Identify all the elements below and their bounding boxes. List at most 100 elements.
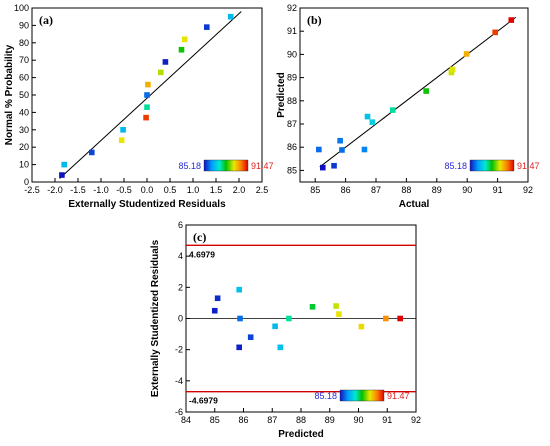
data-point xyxy=(449,66,456,73)
y-tick-label: 30 xyxy=(19,125,29,135)
colorbar-max-label: 91.47 xyxy=(387,391,410,401)
colorbar-min-label: 85.18 xyxy=(178,161,201,171)
data-point xyxy=(236,286,242,293)
chart-panel-1: -2.5 -2.0 -1.5 -1.0 -0.5 0.0 0.5 1.0 1.5 2.0 2.5 0 1… xyxy=(4,3,274,210)
data-point xyxy=(358,323,365,330)
x-tick-label: 86 xyxy=(238,415,248,425)
data-point xyxy=(162,59,169,65)
y-tick-label: -4 xyxy=(175,376,183,386)
limit-label: 4.6979 xyxy=(189,249,215,259)
data-point xyxy=(144,92,150,98)
x-tick-label: 0.0 xyxy=(141,185,154,195)
panel-label: (a) xyxy=(39,13,53,27)
data-point xyxy=(144,104,150,110)
colorbar-min-label: 85.18 xyxy=(444,161,467,171)
y-tick-label: 80 xyxy=(19,38,29,48)
y-tick-label: 10 xyxy=(19,160,29,170)
y-tick-label: 85 xyxy=(287,165,297,175)
y-tick-label: 100 xyxy=(14,3,29,13)
data-point xyxy=(118,137,125,144)
data-point xyxy=(364,113,371,120)
y-tick-label: 2 xyxy=(178,282,183,292)
data-point xyxy=(145,81,151,88)
y-axis-label: Predicted xyxy=(276,72,287,118)
y-tick-label: 90 xyxy=(287,49,297,59)
y-tick-label: 87 xyxy=(287,119,297,129)
x-tick-label: 2.0 xyxy=(233,185,246,195)
y-tick-label: 70 xyxy=(19,55,29,65)
chart-panel-2: 85 86 87 88 89 90 91 92 85 86 87 88 89 90 91 92 Actual Pr… xyxy=(276,3,540,210)
x-tick-label: 91 xyxy=(493,185,503,195)
colorbar xyxy=(339,389,385,402)
colorbar-min-label: 85.18 xyxy=(314,391,337,401)
y-tick-label: 88 xyxy=(287,96,297,106)
data-point xyxy=(237,315,243,322)
x-axis-label: Externally Studentized Residuals xyxy=(68,199,226,210)
panel-label: (c) xyxy=(193,230,206,244)
y-tick-label: -2 xyxy=(175,345,183,355)
y-tick-label: 4 xyxy=(178,251,183,261)
x-tick-label: 92 xyxy=(523,185,533,195)
x-tick-label: 90 xyxy=(353,415,363,425)
y-tick-label: 40 xyxy=(19,107,29,117)
y-axis-label: Normal % Probability xyxy=(4,44,15,145)
data-point xyxy=(178,46,185,53)
y-tick-label: 89 xyxy=(287,73,297,83)
y-tick-label: 20 xyxy=(19,142,29,152)
panel-label: (b) xyxy=(307,13,322,27)
x-tick-label: 87 xyxy=(267,415,277,425)
y-tick-label: 0 xyxy=(24,177,29,187)
x-tick-label: -0.5 xyxy=(116,185,132,195)
data-point xyxy=(316,146,322,153)
x-tick-label: -1.0 xyxy=(93,185,109,195)
data-point xyxy=(214,295,221,302)
data-point xyxy=(331,162,337,169)
data-point xyxy=(211,307,218,314)
data-point xyxy=(336,311,342,317)
y-tick-label: 0 xyxy=(178,314,183,324)
data-point xyxy=(143,114,149,121)
y-tick-label: 90 xyxy=(19,20,29,30)
data-point xyxy=(508,17,515,23)
chart-panel-3: 84 85 86 87 88 89 90 91 92 -6 -4 -2 0 2 4 6 Predicted Ext… xyxy=(150,220,421,440)
x-tick-label: 92 xyxy=(411,415,421,425)
data-point xyxy=(337,137,343,144)
data-point xyxy=(158,69,164,76)
data-point xyxy=(320,164,326,171)
data-point xyxy=(333,303,339,309)
x-tick-label: -1.5 xyxy=(70,185,86,195)
colorbar-max-label: 91.47 xyxy=(251,161,274,171)
data-point xyxy=(492,29,498,36)
data-point xyxy=(389,107,396,113)
data-point xyxy=(59,172,65,178)
y-tick-label: 91 xyxy=(287,26,297,36)
data-point xyxy=(463,51,470,57)
x-tick-label: 91 xyxy=(382,415,392,425)
x-tick-label: 2.5 xyxy=(256,185,269,195)
x-tick-label: -2.5 xyxy=(24,185,40,195)
y-tick-label: 92 xyxy=(287,3,297,13)
x-tick-label: 1.0 xyxy=(187,185,200,195)
x-tick-label: 89 xyxy=(432,185,442,195)
data-point xyxy=(309,304,316,310)
data-point xyxy=(286,315,292,322)
x-tick-label: 90 xyxy=(462,185,472,195)
x-tick-label: 85 xyxy=(310,185,320,195)
y-axis-label: Externally Studentized Residuals xyxy=(150,239,161,397)
y-tick-label: -6 xyxy=(175,407,183,417)
data-point xyxy=(204,24,210,30)
colorbar xyxy=(469,159,515,172)
x-axis-label: Actual xyxy=(399,199,430,210)
data-point xyxy=(448,69,455,76)
x-tick-label: 85 xyxy=(210,415,220,425)
x-axis-label: Predicted xyxy=(278,429,324,440)
data-point xyxy=(361,146,368,153)
colorbar xyxy=(203,159,249,172)
y-tick-label: 60 xyxy=(19,73,29,83)
data-point xyxy=(120,127,126,133)
x-tick-label: 89 xyxy=(325,415,335,425)
y-tick-label: 6 xyxy=(178,220,183,230)
data-point xyxy=(236,344,242,351)
limit-label: -4.6979 xyxy=(189,396,218,406)
y-tick-label: 50 xyxy=(19,90,29,100)
